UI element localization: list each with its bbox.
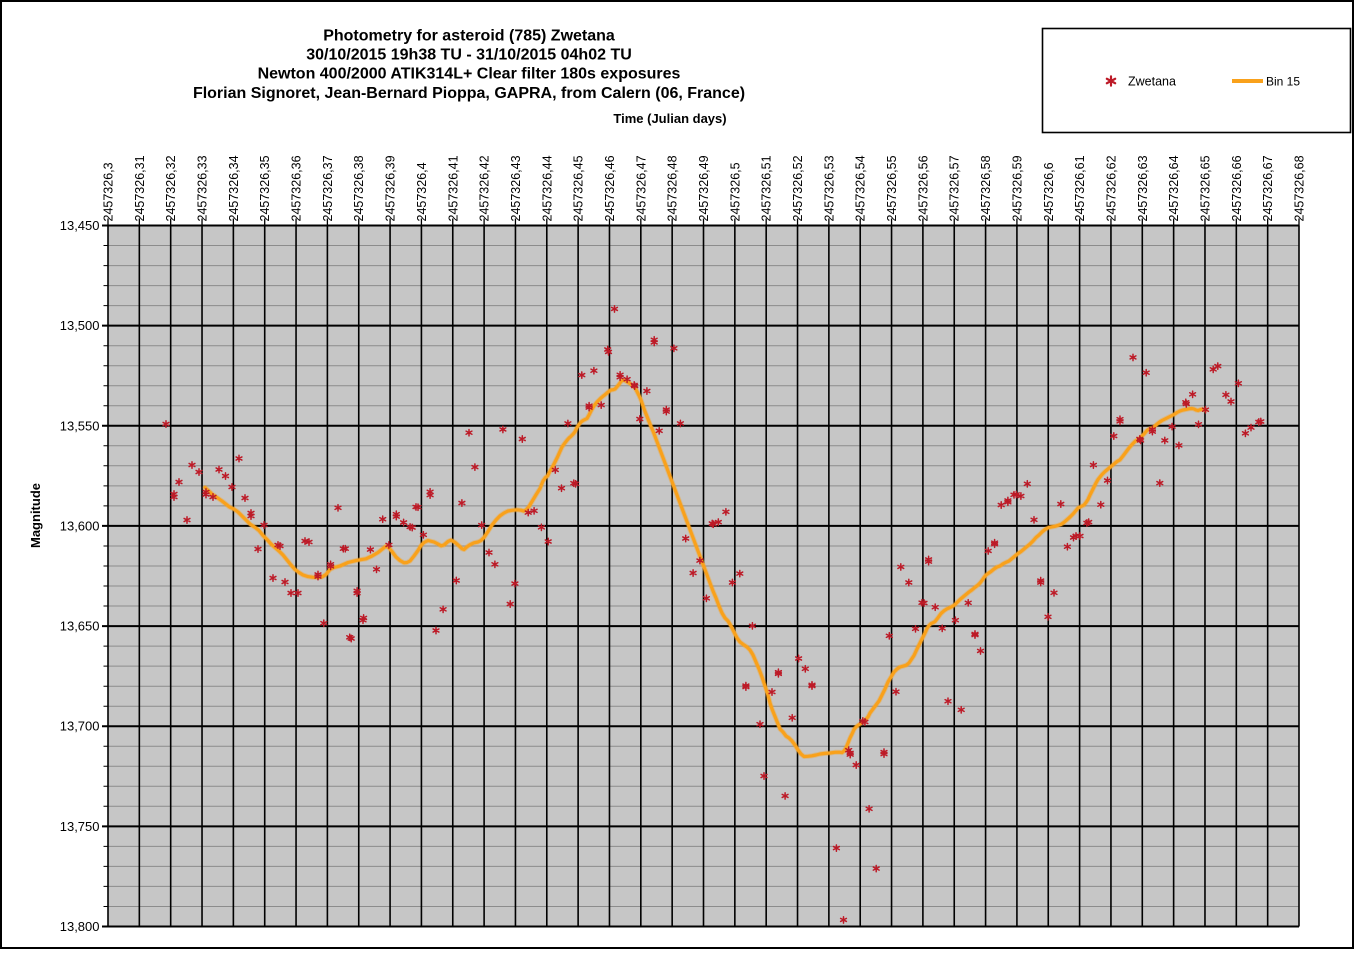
svg-text:2457326,68: 2457326,68 [1293, 155, 1307, 221]
svg-text:2457326,54: 2457326,54 [854, 155, 868, 221]
svg-text:2457326,32: 2457326,32 [164, 155, 178, 221]
svg-text:2457326,67: 2457326,67 [1261, 155, 1275, 221]
svg-text:2457326,3: 2457326,3 [102, 162, 116, 221]
svg-text:2457326,64: 2457326,64 [1167, 155, 1181, 221]
svg-text:13,550: 13,550 [60, 418, 100, 433]
svg-text:2457326,47: 2457326,47 [634, 155, 648, 221]
svg-text:13,500: 13,500 [60, 318, 100, 333]
svg-text:2457326,57: 2457326,57 [948, 155, 962, 221]
svg-text:2457326,46: 2457326,46 [603, 155, 617, 221]
svg-text:2457326,49: 2457326,49 [697, 155, 711, 221]
svg-text:13,450: 13,450 [60, 218, 100, 233]
svg-text:Newton 400/2000 ATIK314L+ Clea: Newton 400/2000 ATIK314L+ Clear filter 1… [258, 66, 681, 83]
svg-text:13,750: 13,750 [60, 819, 100, 834]
svg-text:2457326,61: 2457326,61 [1073, 155, 1087, 221]
svg-text:Magnitude: Magnitude [28, 483, 43, 548]
svg-text:13,650: 13,650 [60, 619, 100, 634]
svg-text:2457326,55: 2457326,55 [885, 155, 899, 221]
svg-text:2457326,62: 2457326,62 [1104, 155, 1118, 221]
svg-text:2457326,31: 2457326,31 [133, 155, 147, 221]
svg-text:2457326,65: 2457326,65 [1198, 155, 1212, 221]
svg-text:2457326,45: 2457326,45 [572, 155, 586, 221]
svg-text:Photometry for asteroid (785): Photometry for asteroid (785) Zwetana [323, 28, 615, 45]
svg-text:2457326,56: 2457326,56 [916, 155, 930, 221]
svg-text:2457326,58: 2457326,58 [979, 155, 993, 221]
svg-text:2457326,39: 2457326,39 [384, 155, 398, 221]
svg-text:2457326,37: 2457326,37 [321, 155, 335, 221]
svg-text:2457326,6: 2457326,6 [1042, 162, 1056, 221]
svg-text:2457326,35: 2457326,35 [258, 155, 272, 221]
svg-text:2457326,43: 2457326,43 [509, 155, 523, 221]
svg-text:Bin 15: Bin 15 [1266, 75, 1300, 89]
svg-text:2457326,34: 2457326,34 [227, 155, 241, 221]
svg-text:2457326,4: 2457326,4 [415, 162, 429, 221]
svg-text:Florian Signoret, Jean-Bernard: Florian Signoret, Jean-Bernard Pioppa, G… [193, 85, 745, 102]
svg-text:2457326,66: 2457326,66 [1230, 155, 1244, 221]
svg-text:2457326,48: 2457326,48 [666, 155, 680, 221]
svg-text:2457326,41: 2457326,41 [446, 155, 460, 221]
svg-text:13,800: 13,800 [60, 919, 100, 934]
svg-text:2457326,51: 2457326,51 [760, 155, 774, 221]
svg-text:2457326,44: 2457326,44 [540, 155, 554, 221]
svg-text:2457326,38: 2457326,38 [352, 155, 366, 221]
svg-text:2457326,52: 2457326,52 [791, 155, 805, 221]
svg-text:2457326,36: 2457326,36 [290, 155, 304, 221]
svg-text:2457326,59: 2457326,59 [1010, 155, 1024, 221]
svg-text:13,600: 13,600 [60, 518, 100, 533]
svg-text:2457326,63: 2457326,63 [1136, 155, 1150, 221]
svg-text:13,700: 13,700 [60, 719, 100, 734]
svg-text:2457326,42: 2457326,42 [478, 155, 492, 221]
svg-text:Zwetana: Zwetana [1128, 75, 1176, 89]
svg-text:2457326,5: 2457326,5 [728, 162, 742, 221]
svg-text:30/10/2015 19h38 TU - 31/10/20: 30/10/2015 19h38 TU - 31/10/2015 04h02 T… [306, 47, 632, 64]
svg-text:Time (Julian days): Time (Julian days) [613, 111, 726, 126]
svg-text:2457326,53: 2457326,53 [822, 155, 836, 221]
svg-text:2457326,33: 2457326,33 [196, 155, 210, 221]
